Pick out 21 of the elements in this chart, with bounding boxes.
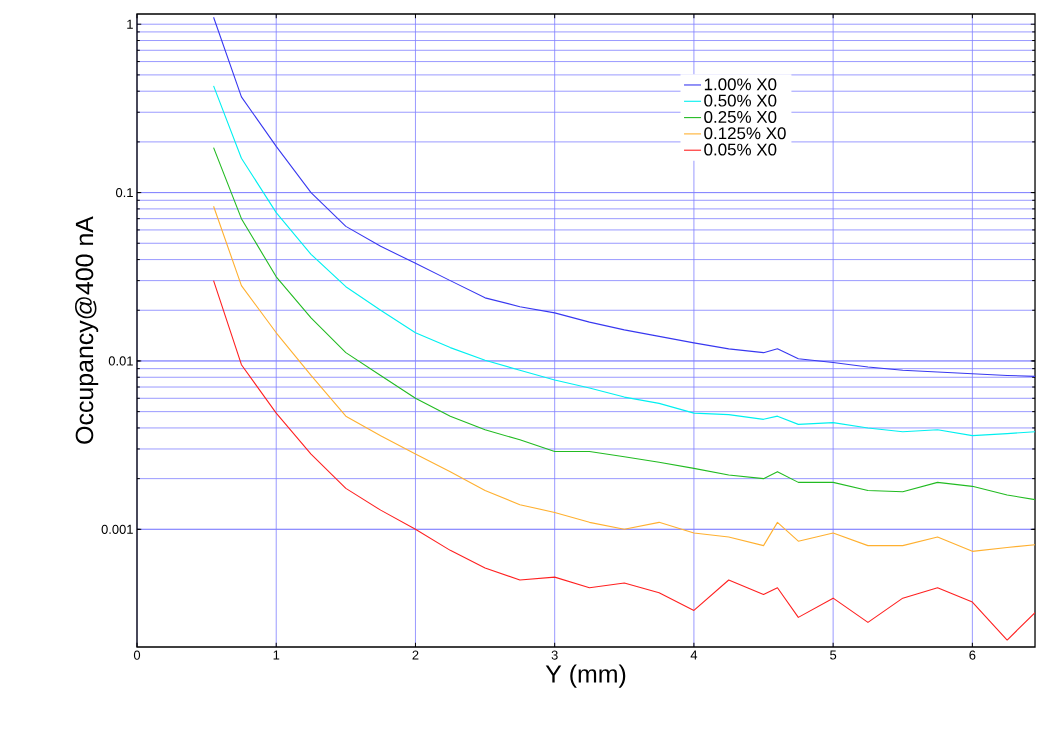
- y-tick-label: 1: [127, 19, 133, 29]
- x-tick-label: 0: [133, 650, 141, 660]
- line-series: [213, 205, 1036, 552]
- legend-label: 0.25% X0: [704, 110, 777, 123]
- x-tick-label: 5: [830, 650, 837, 660]
- x-tick-label: 6: [969, 650, 976, 660]
- line-series: [213, 16, 1036, 377]
- legend-label: 0.05% X0: [704, 143, 777, 156]
- x-tick-label: 1: [273, 650, 280, 660]
- y-tick-label: 0.1: [115, 187, 133, 198]
- x-axis-title: Y (mm): [545, 664, 626, 688]
- legend-label: 0.50% X0: [704, 94, 777, 107]
- x-tick-label: 2: [412, 650, 419, 660]
- y-tick-label: 0.01: [108, 356, 133, 366]
- y-tick-label: 0.001: [101, 524, 133, 534]
- x-tick-label: 4: [690, 650, 698, 660]
- line-series: [213, 280, 1036, 641]
- legend-label: 0.125% X0: [704, 127, 786, 140]
- x-tick-label: 3: [551, 650, 558, 660]
- legend-label: 1.00% X0: [704, 78, 777, 91]
- y-axis-title: Occupancy@400 nA: [75, 216, 99, 444]
